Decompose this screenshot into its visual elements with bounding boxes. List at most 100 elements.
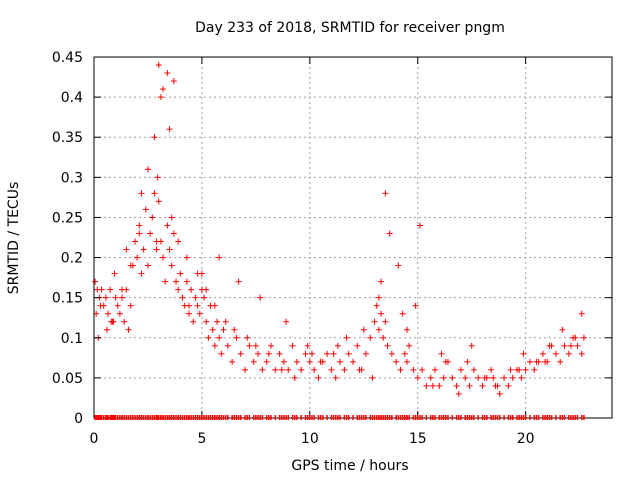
- data-point: [403, 326, 410, 333]
- data-point: [111, 270, 118, 277]
- data-point: [170, 78, 177, 85]
- data-point: [572, 334, 579, 341]
- data-point: [442, 358, 449, 365]
- data-point: [108, 318, 115, 325]
- chart-title: Day 233 of 2018, SRMTID for receiver png…: [195, 20, 505, 36]
- data-point: [214, 318, 221, 325]
- data-point: [157, 94, 164, 101]
- data-point: [542, 358, 549, 365]
- y-tick-label: 0.15: [52, 291, 83, 307]
- data-point: [559, 326, 566, 333]
- data-point: [356, 366, 363, 373]
- y-tick-label: 0.2: [61, 251, 83, 267]
- data-point: [403, 358, 410, 365]
- data-point: [196, 310, 203, 317]
- data-point: [127, 302, 134, 309]
- data-point: [539, 350, 546, 357]
- data-point: [211, 342, 218, 349]
- data-point: [237, 350, 244, 357]
- data-point: [416, 222, 423, 229]
- data-point: [457, 366, 464, 373]
- data-point: [255, 350, 262, 357]
- data-point: [112, 294, 119, 301]
- data-point: [138, 270, 145, 277]
- data-point: [337, 358, 344, 365]
- data-point: [203, 318, 210, 325]
- data-point: [378, 278, 385, 285]
- y-tick-label: 0.4: [61, 90, 83, 106]
- data-point: [259, 366, 266, 373]
- data-point: [324, 350, 331, 357]
- data-point: [423, 382, 430, 389]
- data-point: [317, 358, 324, 365]
- data-point: [97, 302, 104, 309]
- data-point: [382, 318, 389, 325]
- y-tick-label: 0.05: [52, 371, 83, 387]
- data-point: [375, 294, 382, 301]
- x-tick-label: 10: [301, 431, 319, 447]
- data-point: [533, 358, 540, 365]
- data-point: [334, 342, 341, 349]
- data-point: [242, 366, 249, 373]
- y-axis-label: SRMTID / TECUs: [6, 182, 22, 295]
- data-point: [114, 302, 121, 309]
- data-point: [194, 302, 201, 309]
- data-point: [149, 214, 156, 221]
- data-point: [175, 286, 182, 293]
- data-point: [360, 326, 367, 333]
- data-point: [412, 302, 419, 309]
- data-point: [142, 206, 149, 213]
- data-point: [168, 214, 175, 221]
- data-point: [531, 366, 538, 373]
- x-tick-label: 15: [409, 431, 427, 447]
- data-point: [436, 382, 443, 389]
- data-point: [388, 350, 395, 357]
- data-point: [136, 222, 143, 229]
- data-point: [185, 310, 192, 317]
- data-point: [291, 374, 298, 381]
- data-point: [494, 382, 501, 389]
- data-point: [382, 190, 389, 197]
- data-point: [455, 390, 462, 397]
- x-axis-label: GPS time / hours: [291, 458, 408, 474]
- data-point: [561, 342, 568, 349]
- data-point: [278, 366, 285, 373]
- data-point: [153, 246, 160, 253]
- data-point: [257, 294, 264, 301]
- data-point: [406, 342, 413, 349]
- data-point: [509, 374, 516, 381]
- data-point: [362, 350, 369, 357]
- data-point: [328, 366, 335, 373]
- data-point: [501, 374, 508, 381]
- data-point: [235, 278, 242, 285]
- data-point: [188, 286, 195, 293]
- data-point: [147, 230, 154, 237]
- data-point: [121, 318, 128, 325]
- data-point: [306, 358, 313, 365]
- data-point: [183, 278, 190, 285]
- data-point: [144, 262, 151, 269]
- y-tick-label: 0: [74, 411, 83, 427]
- data-point: [153, 238, 160, 245]
- data-point: [481, 374, 488, 381]
- data-point: [211, 302, 218, 309]
- data-point: [304, 342, 311, 349]
- data-point: [231, 326, 238, 333]
- data-point: [399, 310, 406, 317]
- data-point: [580, 334, 587, 341]
- y-tick-label: 0.1: [61, 331, 83, 347]
- data-point: [280, 358, 287, 365]
- data-point: [155, 62, 162, 69]
- data-point: [168, 262, 175, 269]
- x-tick-label: 20: [517, 431, 535, 447]
- data-point: [138, 190, 145, 197]
- x-tick-label: 0: [90, 431, 99, 447]
- data-point: [272, 366, 279, 373]
- data-points: [92, 62, 587, 397]
- data-point: [127, 262, 134, 269]
- data-point: [201, 294, 208, 301]
- data-point: [574, 342, 581, 349]
- data-point: [123, 246, 130, 253]
- data-point: [479, 382, 486, 389]
- data-point: [373, 302, 380, 309]
